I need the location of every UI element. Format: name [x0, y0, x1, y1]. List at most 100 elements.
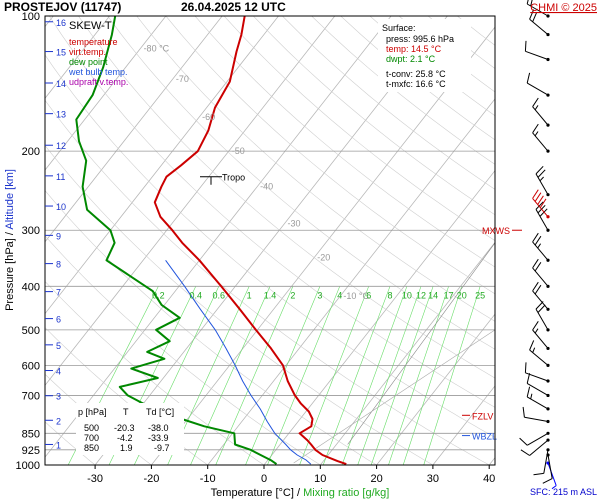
mixing-ratio-line [388, 286, 449, 465]
wind-barb [532, 281, 550, 311]
wind-barb [522, 406, 550, 424]
dewpoint-profile [75, 16, 278, 465]
mixing-ratio-label: 20 [457, 290, 467, 300]
mixing-ratio-label: 17 [444, 290, 454, 300]
wind-barb [532, 258, 550, 288]
wind-barb [535, 165, 550, 197]
wind-barb [535, 301, 550, 332]
y-axis-label: Pressure [hPa] / Altitude [km] [4, 169, 16, 311]
legend-item-wet-bulb: wet bulb temp. [68, 67, 128, 77]
dry-adiabat-line [78, 16, 495, 379]
temperature-tick-label: 40 [483, 473, 495, 485]
pressure-tick-label: 100 [22, 11, 40, 23]
surface-title: Surface: [382, 23, 416, 33]
legend-title: SKEW-T [69, 20, 112, 32]
surface-press: press: 995.6 hPa [386, 34, 454, 44]
table-cell-t: 1.9 [120, 443, 133, 453]
max-wind-label: MXWS [482, 226, 510, 236]
isotherm-label: -10 °C [343, 291, 369, 301]
wet-bulb-profile [165, 260, 312, 465]
mixing-ratio-label: 4 [337, 290, 342, 300]
wind-barb [529, 9, 550, 37]
wind-barb [526, 386, 550, 411]
altitude-tick-label: 5 [56, 341, 61, 351]
datetime-title: 26.04.2025 12 UTC [181, 0, 286, 14]
wind-barb [524, 40, 550, 62]
dry-adiabat-line [165, 16, 495, 295]
table-cell-p: 500 [84, 423, 99, 433]
wind-barb [526, 373, 550, 398]
temperature-profile [153, 16, 347, 465]
mixing-ratio-label: 1 [247, 290, 252, 300]
dry-adiabat-line [223, 16, 495, 241]
isotherm-line [45, 16, 336, 386]
pressure-tick-label: 400 [22, 281, 40, 293]
dry-adiabat-line [194, 16, 495, 268]
credit-link[interactable]: CHMI © 2025 [530, 2, 597, 14]
temperature-tick-label: 0 [261, 473, 267, 485]
surface-dwpt: dwpt: 2.1 °C [386, 54, 436, 64]
wind-barb [526, 72, 550, 97]
sfc-note: SFC: 215 m ASL [530, 487, 597, 497]
altitude-tick-label: 10 [56, 202, 66, 212]
table-header-t: T [123, 407, 129, 417]
altitude-tick-label: 6 [56, 315, 61, 325]
isotherm-line [319, 241, 495, 465]
mixing-ratio-label: 25 [475, 290, 485, 300]
station-title: PROSTEJOV (11747) [4, 0, 121, 14]
mixing-ratio-line [341, 286, 408, 465]
altitude-tick-label: 3 [56, 392, 61, 402]
mixing-ratio-label: 0.2 [152, 290, 165, 300]
wind-barb [529, 340, 550, 367]
pressure-tick-label: 850 [22, 428, 40, 440]
mixing-ratio-line [299, 286, 369, 465]
surface-tmxfc: t-mxfc: 16.6 °C [386, 79, 446, 89]
mixing-ratio-label: 6 [366, 290, 371, 300]
altitude-tick-label: 2 [56, 416, 61, 426]
mixing-ratio-label: 0.4 [189, 290, 202, 300]
chart-annotations: -80 °C -70 -60 -50 -40 -30 -20 -10 °C 0.2 0.4 0.6 1… [144, 43, 522, 442]
chart-profiles [75, 16, 347, 465]
dry-adiabat-line [107, 16, 495, 350]
altitude-tick-label: 12 [56, 141, 66, 151]
pressure-tick-label: 700 [22, 390, 40, 402]
legend-item-updraft: udpraft v.temp. [69, 77, 128, 87]
mixing-ratio-line [423, 286, 481, 465]
mixing-ratio-line [370, 286, 434, 465]
altitude-tick-label: 14 [56, 79, 66, 89]
wind-barb [532, 97, 550, 127]
pressure-tick-label: 300 [22, 225, 40, 237]
mixing-ratio-label: 14 [428, 290, 438, 300]
wind-barbs-panel [519, 0, 557, 490]
x-axis-label: Temperature [°C] / Mixing ratio [g/kg] [211, 487, 390, 499]
pressure-tick-label: 600 [22, 360, 40, 372]
mixing-ratio-label: 10 [402, 290, 412, 300]
altitude-tick-label: 4 [56, 367, 61, 377]
pressure-tick-label: 500 [22, 325, 40, 337]
wind-barb [526, 0, 550, 18]
isotherm-line [488, 456, 495, 465]
table-cell-td: -38.0 [148, 423, 169, 433]
temperature-tick-label: -30 [87, 473, 103, 485]
mixing-ratio-line [322, 286, 391, 465]
temperature-tick-label: -10 [200, 473, 216, 485]
legend-item-temperature: temperature [69, 37, 118, 47]
isotherm-label: -80 °C [144, 43, 170, 53]
wind-barb [532, 321, 550, 351]
surface-temp: temp: 14.5 °C [386, 44, 442, 54]
mixing-ratio-line [357, 286, 422, 465]
isotherm-line [45, 16, 223, 243]
isotherm-line [376, 313, 495, 465]
altitude-tick-label: 16 [56, 18, 66, 28]
pressure-tick-label: 200 [22, 146, 40, 158]
isotherm-line [45, 16, 167, 171]
table-cell-td: -9.7 [154, 443, 170, 453]
altitude-tick-label: 1 [56, 440, 61, 450]
table-cell-t: -4.2 [117, 433, 133, 443]
chart-grid [45, 16, 495, 465]
isotherm-label: -60 [202, 112, 215, 122]
table-cell-t: -20.3 [114, 423, 135, 433]
wind-barb [520, 438, 550, 456]
altitude-tick-label: 7 [56, 288, 61, 298]
